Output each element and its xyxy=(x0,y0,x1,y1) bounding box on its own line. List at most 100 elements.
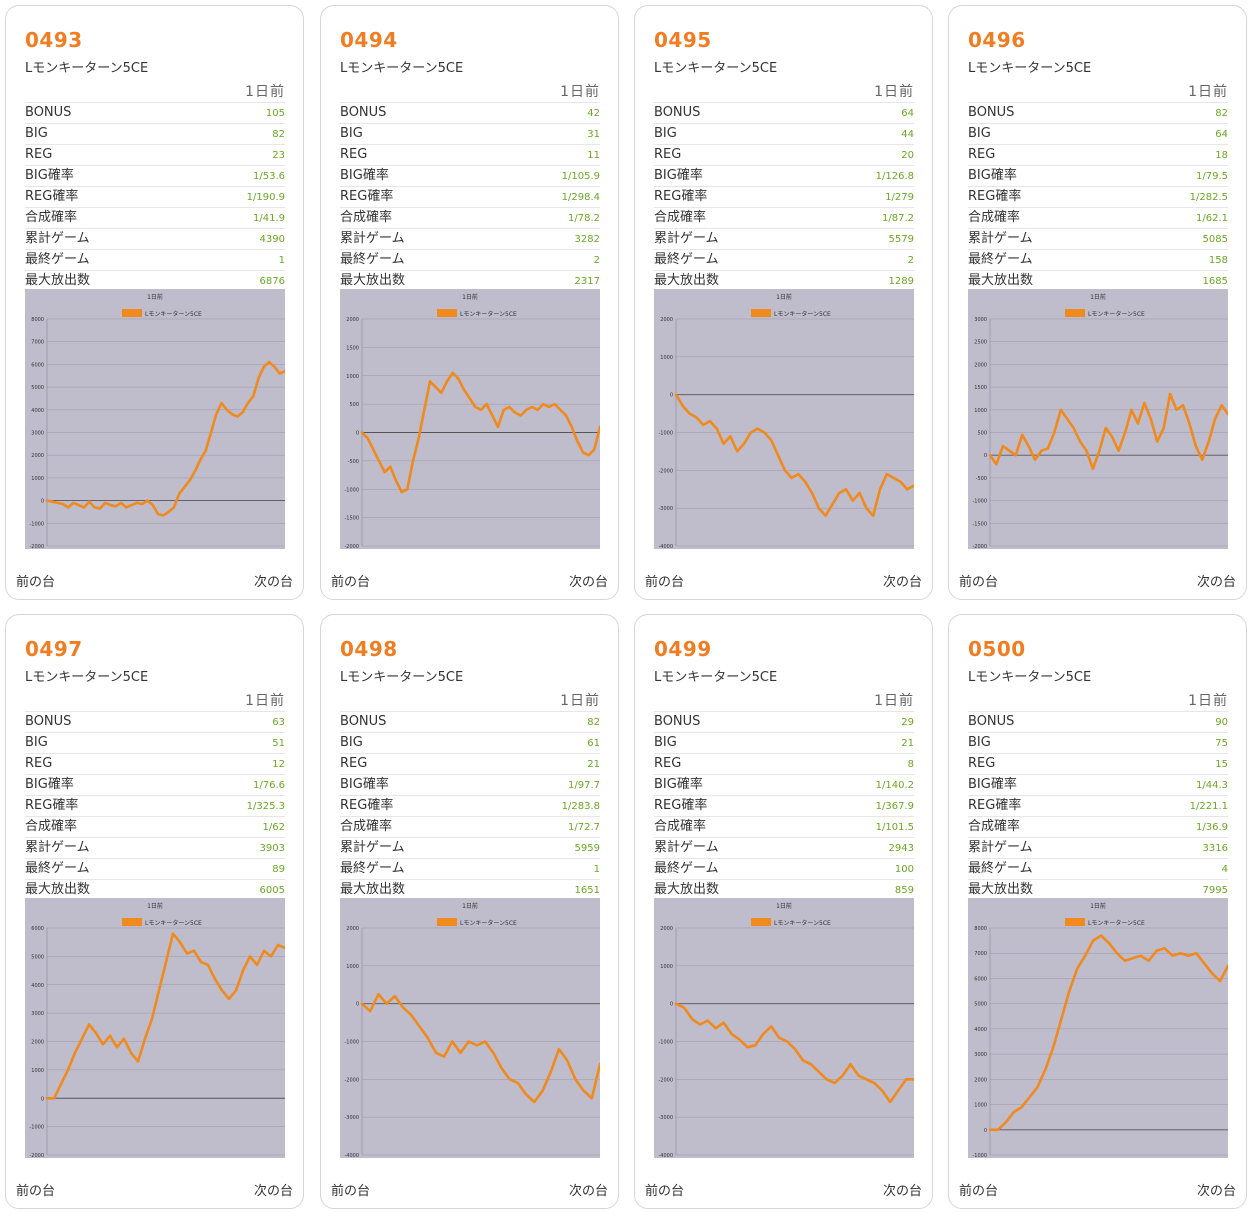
y-tick-label: 500 xyxy=(977,431,987,437)
machine-card[interactable]: 0497 Lモンキーターン5CE 1日前 BONUS 63 BIG 51 REG 12 BIG確率… xyxy=(5,614,304,1209)
machine-number[interactable]: 0497 xyxy=(25,637,83,661)
stat-value: 42 xyxy=(587,108,600,119)
stat-label: REG xyxy=(968,147,996,162)
data-point xyxy=(361,431,363,434)
prev-machine-link[interactable]: 前の台 xyxy=(959,575,999,590)
stat-value: 3903 xyxy=(259,843,285,854)
next-machine-link[interactable]: 次の台 xyxy=(1196,1184,1236,1199)
data-point xyxy=(270,955,272,958)
series-line xyxy=(360,992,600,1104)
machine-card[interactable]: 0500 Lモンキーターン5CE 1日前 BONUS 90 BIG 75 REG 15 BIG確率… xyxy=(948,614,1247,1209)
machine-card[interactable]: 0496 Lモンキーターン5CE 1日前 BONUS 82 BIG 64 REG 18 BIG確率… xyxy=(948,5,1247,600)
prev-machine-link[interactable]: 前の台 xyxy=(16,1184,56,1199)
stat-value: 3316 xyxy=(1202,843,1228,854)
legend-swatch xyxy=(437,918,457,926)
data-point xyxy=(858,492,861,494)
data-point xyxy=(104,502,106,504)
data-point xyxy=(1137,422,1139,425)
data-point xyxy=(125,506,128,509)
data-point xyxy=(130,504,133,506)
stat-row: 累計ゲーム 3316 xyxy=(968,838,1228,859)
machine-number[interactable]: 0496 xyxy=(968,28,1026,52)
prev-machine-link[interactable]: 前の台 xyxy=(16,575,56,590)
stat-value: 15 xyxy=(1215,759,1228,770)
y-tick-label: -3000 xyxy=(658,1115,673,1121)
prev-machine-link[interactable]: 前の台 xyxy=(959,1184,999,1199)
chart-title: 1日前 xyxy=(1090,902,1106,910)
data-point xyxy=(200,961,202,963)
prev-machine-link[interactable]: 前の台 xyxy=(331,1184,371,1199)
data-point xyxy=(743,443,745,445)
data-point xyxy=(531,406,533,408)
data-point xyxy=(247,402,249,404)
machine-card[interactable]: 0495 Lモンキーターン5CE 1日前 BONUS 64 BIG 44 REG 20 BIG確率… xyxy=(634,5,933,600)
period-header: 1日前 xyxy=(654,689,914,712)
stat-row: REG 15 xyxy=(968,754,1228,775)
next-machine-link[interactable]: 次の台 xyxy=(568,1184,608,1199)
next-machine-link[interactable]: 次の台 xyxy=(882,575,922,590)
data-point xyxy=(1162,427,1165,429)
machine-number[interactable]: 0493 xyxy=(25,28,83,52)
stat-value: 12 xyxy=(272,759,285,770)
machine-card[interactable]: 0493 Lモンキーターン5CE 1日前 BONUS 105 BIG 82 REG 23 BIG確… xyxy=(5,5,304,600)
chart-title: 1日前 xyxy=(462,293,478,301)
stat-label: BIG確率 xyxy=(25,168,74,183)
machine-number[interactable]: 0494 xyxy=(340,28,398,52)
data-point xyxy=(406,488,409,491)
next-machine-link[interactable]: 次の台 xyxy=(882,1184,922,1199)
slump-chart: 1日前 Lモンキーターン5CE -2000 -1500 -1000 -500 0 500 100… xyxy=(968,289,1228,549)
data-point xyxy=(1175,409,1178,411)
stat-label: 累計ゲーム xyxy=(25,231,90,246)
machine-number[interactable]: 0500 xyxy=(968,637,1026,661)
machine-card[interactable]: 0499 Lモンキーターン5CE 1日前 BONUS 29 BIG 21 REG 8 BIG確率 1… xyxy=(634,614,933,1209)
data-point xyxy=(484,1040,486,1043)
data-point xyxy=(746,1046,749,1048)
data-point xyxy=(989,454,991,456)
data-point xyxy=(417,437,420,439)
stat-label: REG xyxy=(340,756,368,771)
data-point xyxy=(1014,454,1017,456)
machine-card[interactable]: 0494 Lモンキーターン5CE 1日前 BONUS 42 BIG 31 REG 11 BIG確率… xyxy=(320,5,619,600)
data-point xyxy=(146,499,149,502)
stat-row: 合成確率 1/87.2 xyxy=(654,208,914,229)
period-header: 1日前 xyxy=(340,689,600,712)
legend-label: Lモンキーターン5CE xyxy=(1088,310,1145,318)
stat-value: 8 xyxy=(907,759,914,770)
stat-value: 6876 xyxy=(259,276,285,287)
next-machine-link[interactable]: 次の台 xyxy=(253,575,293,590)
stat-value: 1/53.6 xyxy=(253,171,285,182)
next-machine-link[interactable]: 次の台 xyxy=(568,575,608,590)
next-machine-link[interactable]: 次の台 xyxy=(1196,575,1236,590)
data-point xyxy=(548,406,550,408)
prev-machine-link[interactable]: 前の台 xyxy=(645,1184,685,1199)
data-point xyxy=(1219,980,1221,982)
data-point xyxy=(886,473,888,475)
stat-label: BIG xyxy=(654,126,677,141)
stat-row: REG確率 1/283.8 xyxy=(340,796,600,817)
data-point xyxy=(729,435,732,438)
machine-number[interactable]: 0499 xyxy=(654,637,712,661)
data-point xyxy=(591,1097,593,1100)
data-point xyxy=(1143,402,1146,404)
stat-row: BIG 61 xyxy=(340,733,600,754)
data-point xyxy=(377,993,380,995)
stat-row: BIG確率 1/140.2 xyxy=(654,775,914,796)
prev-machine-link[interactable]: 前の台 xyxy=(331,575,371,590)
y-tick-label: 0 xyxy=(356,1002,359,1008)
stat-label: REG確率 xyxy=(25,798,79,813)
prev-machine-link[interactable]: 前の台 xyxy=(645,575,685,590)
data-point xyxy=(802,1059,804,1062)
stat-value: 63 xyxy=(272,717,285,728)
y-tick-label: 8000 xyxy=(974,926,987,932)
data-point xyxy=(786,1040,788,1043)
machine-name: Lモンキーターン5CE xyxy=(25,670,149,685)
legend-label: Lモンキーターン5CE xyxy=(145,919,202,927)
data-point xyxy=(46,499,48,502)
slump-chart-svg: 1日前 Lモンキーターン5CE -4000 -3000 -2000 -1000 0 1000 2… xyxy=(658,902,914,1158)
machine-number[interactable]: 0495 xyxy=(654,28,712,52)
next-machine-link[interactable]: 次の台 xyxy=(253,1184,293,1199)
series-line xyxy=(45,932,285,1100)
machine-number[interactable]: 0498 xyxy=(340,637,398,661)
y-tick-label: -1000 xyxy=(972,499,987,505)
machine-card[interactable]: 0498 Lモンキーターン5CE 1日前 BONUS 82 BIG 61 REG 21 BIG確率… xyxy=(320,614,619,1209)
